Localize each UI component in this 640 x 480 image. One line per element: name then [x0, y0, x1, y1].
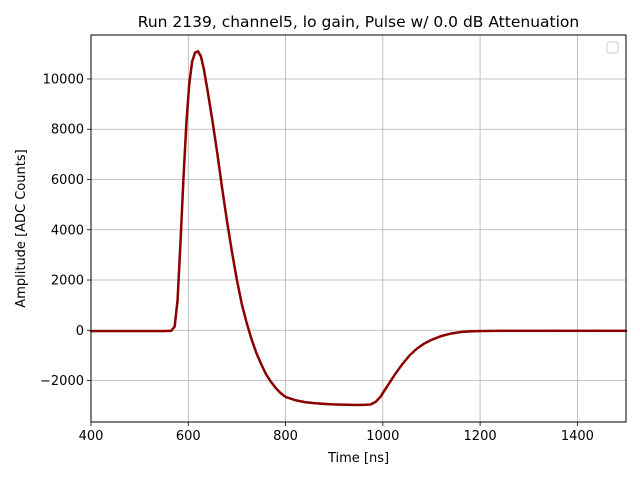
x-tick-label: 600 [176, 429, 201, 444]
y-axis-label: Amplitude [ADC Counts] [14, 149, 29, 307]
x-tick-label: 800 [273, 429, 298, 444]
x-tick-label: 1400 [561, 429, 594, 444]
y-tick-label: −2000 [40, 374, 84, 389]
chart-title: Run 2139, channel5, lo gain, Pulse w/ 0.… [138, 13, 579, 31]
y-tick-label: 8000 [51, 123, 84, 138]
data-series [89, 50, 628, 407]
x-axis-ticks: 400 600 800 1000 1200 1400 [79, 422, 594, 444]
x-axis-label: Time [ns] [327, 451, 389, 466]
x-tick-label: 1000 [366, 429, 399, 444]
y-tick-label: 0 [76, 324, 84, 339]
y-tick-label: 6000 [51, 173, 84, 188]
y-tick-label: 2000 [51, 274, 84, 289]
x-tick-label: 400 [79, 429, 104, 444]
y-tick-label: 4000 [51, 223, 84, 238]
grid-lines [90, 35, 626, 422]
axes-frame [90, 34, 627, 423]
legend [606, 41, 619, 54]
y-axis-ticks: −2000 0 2000 4000 6000 8000 10000 [40, 72, 91, 389]
legend-box [606, 41, 619, 54]
y-tick-label: 10000 [43, 72, 84, 87]
x-tick-label: 1200 [464, 429, 497, 444]
